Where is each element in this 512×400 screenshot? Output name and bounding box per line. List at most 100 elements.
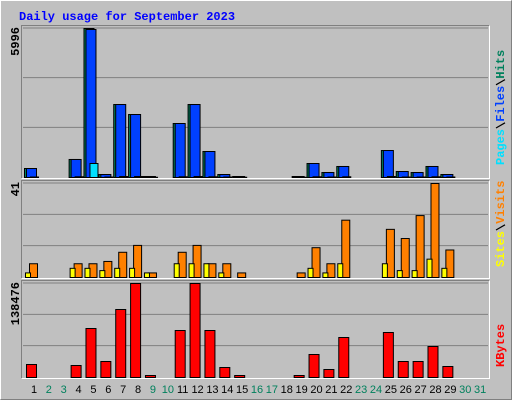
bar — [144, 375, 156, 379]
bar — [385, 228, 395, 278]
bar — [114, 267, 121, 278]
bar — [430, 183, 440, 278]
legend-label: Files — [494, 86, 508, 122]
bar — [396, 270, 403, 278]
panel-border — [21, 280, 490, 379]
x-tick-label: 31 — [474, 384, 486, 396]
bar — [133, 244, 143, 278]
bar — [322, 272, 329, 279]
x-tick-label: 18 — [281, 384, 293, 396]
bar — [296, 272, 306, 279]
x-tick-label: 19 — [296, 384, 308, 396]
x-tick-label: 5 — [90, 384, 96, 396]
bar — [312, 176, 322, 178]
bar — [192, 244, 202, 278]
x-tick-label: 8 — [135, 384, 141, 396]
x-tick-label: 21 — [325, 384, 337, 396]
x-tick-label: 10 — [162, 384, 174, 396]
bar — [115, 104, 127, 178]
bar — [442, 365, 454, 379]
bar — [342, 176, 352, 178]
legend-separator — [495, 224, 506, 231]
y-tick-label: 41 — [9, 182, 23, 196]
x-tick-label: 30 — [459, 384, 471, 396]
bar — [412, 361, 424, 379]
panel — [21, 280, 490, 379]
x-tick-label: 12 — [191, 384, 203, 396]
y-tick-label: 5996 — [9, 27, 23, 56]
bar — [218, 272, 225, 279]
bar — [427, 345, 439, 378]
bar — [85, 327, 97, 378]
bar — [204, 151, 216, 178]
bar — [441, 267, 448, 278]
bar — [308, 353, 320, 378]
x-tick-label: 16 — [251, 384, 263, 396]
bar — [337, 263, 344, 278]
bar — [208, 176, 218, 178]
bar — [174, 123, 186, 178]
bar — [85, 28, 97, 178]
x-tick-label: 22 — [340, 384, 352, 396]
legend-separator — [495, 79, 506, 86]
bar — [431, 176, 441, 178]
legend-label: Sites — [494, 231, 508, 267]
bar — [130, 114, 142, 178]
x-tick-label: 7 — [120, 384, 126, 396]
bar — [411, 270, 418, 278]
x-tick-label: 28 — [429, 384, 441, 396]
x-tick-label: 24 — [370, 384, 382, 396]
bar — [70, 364, 82, 378]
y-tick-label: 138476 — [9, 282, 23, 325]
x-tick-label: 25 — [385, 384, 397, 396]
bar — [445, 249, 455, 279]
bar — [26, 168, 37, 178]
legend-label: Pages — [494, 129, 508, 165]
bar — [203, 263, 210, 278]
bar — [400, 238, 410, 278]
x-tick-label: 17 — [266, 384, 278, 396]
bar — [119, 176, 129, 178]
bar — [386, 176, 396, 178]
bar — [189, 283, 201, 378]
bar — [74, 176, 84, 178]
bar — [308, 163, 320, 178]
bar — [26, 363, 37, 379]
x-tick-label: 29 — [444, 384, 456, 396]
bar — [69, 267, 76, 278]
panel — [21, 25, 490, 179]
panel-border — [21, 25, 490, 179]
bar — [381, 263, 388, 278]
x-tick-label: 1 — [31, 384, 37, 396]
bar — [307, 267, 314, 278]
bar — [204, 329, 216, 379]
bar — [84, 267, 91, 278]
bar — [341, 219, 351, 278]
x-tick-label: 15 — [236, 384, 248, 396]
bar — [222, 263, 232, 278]
chart-title: Daily usage for September 2023 — [19, 10, 235, 24]
bar — [311, 247, 321, 279]
x-tick-label: 20 — [310, 384, 322, 396]
x-tick-label: 9 — [150, 384, 156, 396]
bar — [178, 176, 188, 178]
bar — [323, 369, 335, 378]
bar — [188, 263, 195, 278]
bar — [115, 309, 127, 379]
legend-label: Visits — [494, 181, 508, 224]
x-tick-label: 26 — [400, 384, 412, 396]
bar — [237, 272, 247, 279]
panel-border — [21, 25, 490, 179]
bar — [193, 176, 203, 178]
bar — [25, 272, 31, 279]
bar — [173, 263, 180, 278]
bar — [326, 263, 336, 278]
panel — [21, 180, 490, 279]
legend-label: Hits — [494, 50, 508, 79]
bar — [397, 361, 409, 379]
x-tick-label: 11 — [177, 384, 188, 396]
x-tick-label: 2 — [46, 384, 52, 396]
bar — [382, 150, 394, 179]
